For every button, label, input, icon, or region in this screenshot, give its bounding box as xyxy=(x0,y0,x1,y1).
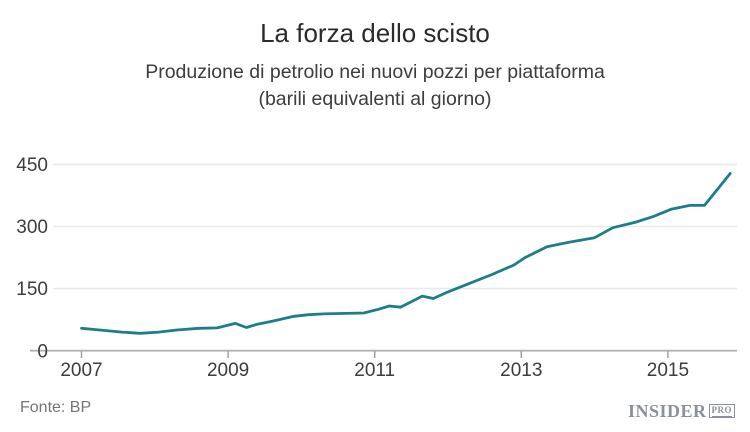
logo-pro-text: PRO xyxy=(711,405,732,418)
x-tick-label-2015: 2015 xyxy=(647,360,689,381)
insiderpro-logo: INSIDER PRO xyxy=(628,402,735,420)
x-tick-label-2011: 2011 xyxy=(354,360,395,381)
y-tick-label-450: 450 xyxy=(16,155,48,176)
page-title: La forza dello scisto xyxy=(260,18,490,48)
logo-insider-text: INSIDER xyxy=(627,401,707,421)
y-tick-label-150: 150 xyxy=(16,279,48,300)
x-tick-label-2007: 2007 xyxy=(60,360,102,381)
source-note: Fonte: BP xyxy=(20,399,92,416)
subtitle-line-1: Produzione di petrolio nei nuovi pozzi p… xyxy=(145,61,605,83)
subtitle-line-2: (barili equivalenti al giorno) xyxy=(258,88,492,110)
production-series-line xyxy=(80,172,732,335)
logo-pro-badge: PRO xyxy=(708,404,735,418)
chart-subtitle: Produzione di petrolio nei nuovi pozzi p… xyxy=(0,59,750,113)
x-tick-label-2009: 2009 xyxy=(207,360,249,381)
y-tick-label-300: 300 xyxy=(16,217,48,238)
x-tick-label-2013: 2013 xyxy=(500,360,542,381)
y-tick-label-0: 0 xyxy=(37,342,48,363)
